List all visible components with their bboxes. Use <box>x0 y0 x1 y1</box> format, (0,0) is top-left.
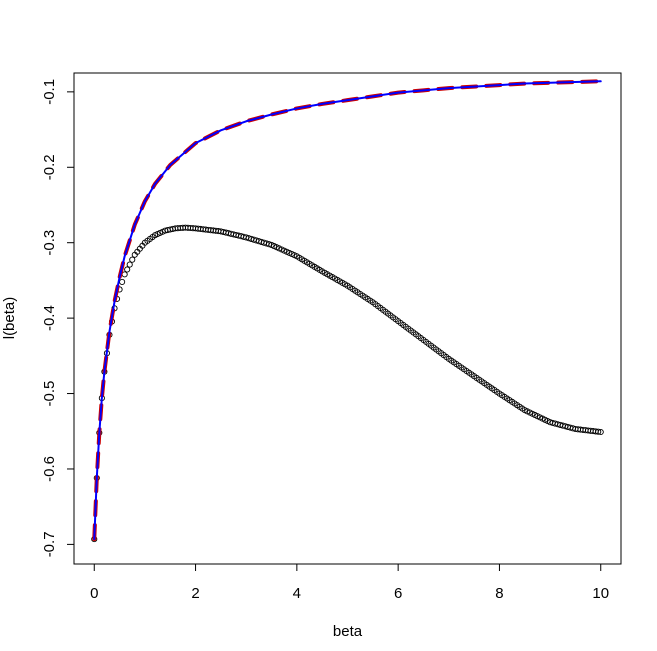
x-tick-label: 4 <box>293 585 301 602</box>
data-point <box>129 256 136 263</box>
y-axis-title: l(beta) <box>1 297 18 340</box>
y-axis: -0.7 -0.6 -0.5 -0.4 -0.3 -0.2 -0.1 <box>41 79 75 557</box>
y-tick-label: -0.3 <box>41 230 58 256</box>
y-tick-label: -0.5 <box>41 381 58 407</box>
y-tick-label: -0.2 <box>41 154 58 180</box>
series-layer <box>91 79 604 543</box>
x-tick-label: 8 <box>495 585 503 602</box>
solid-curve-line <box>93 80 602 541</box>
data-point <box>597 428 604 436</box>
data-point <box>265 241 273 248</box>
x-tick-label: 10 <box>592 585 609 602</box>
y-tick-label: -0.1 <box>41 79 58 105</box>
x-axis: 0 2 4 6 8 10 <box>90 563 609 602</box>
y-tick-label: -0.6 <box>41 456 58 482</box>
data-point <box>124 266 131 273</box>
data-point <box>595 428 602 435</box>
y-tick-label: -0.4 <box>41 305 58 331</box>
x-tick-label: 0 <box>90 585 98 602</box>
x-tick-label: 2 <box>191 585 199 602</box>
x-tick-label: 6 <box>394 585 402 602</box>
data-point <box>126 261 133 268</box>
y-tick-label: -0.7 <box>41 531 58 557</box>
x-axis-title: beta <box>333 623 363 640</box>
point-series <box>91 224 604 543</box>
